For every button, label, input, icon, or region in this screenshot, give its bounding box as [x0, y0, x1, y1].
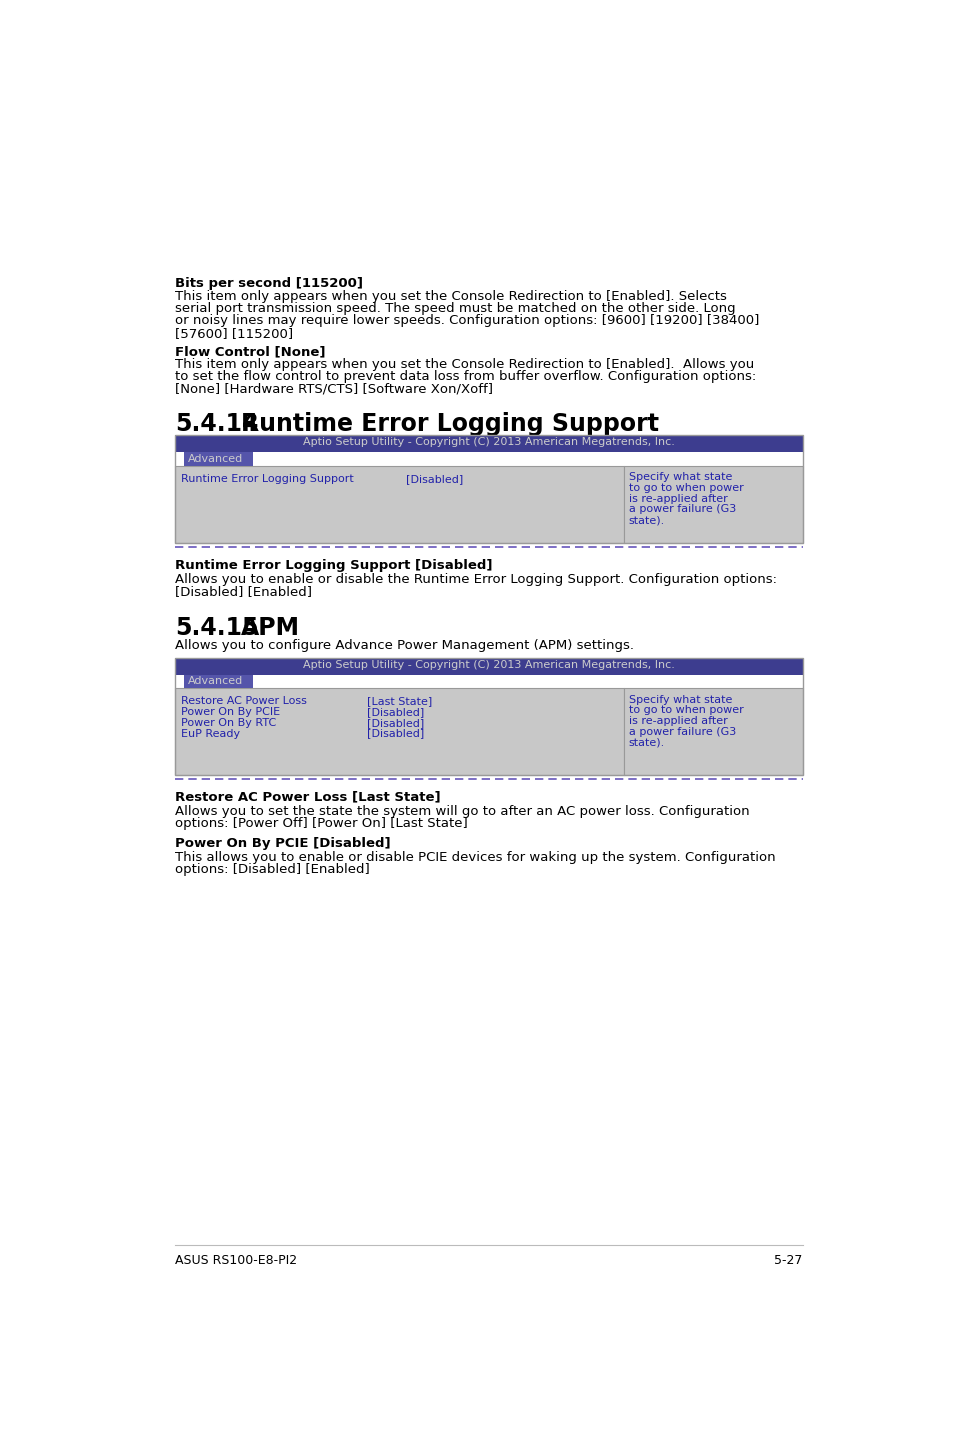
Text: Runtime Error Logging Support: Runtime Error Logging Support [241, 413, 659, 436]
Text: to go to when power: to go to when power [628, 706, 742, 715]
Text: to go to when power: to go to when power [628, 483, 742, 493]
Text: [Disabled]: [Disabled] [367, 707, 424, 718]
Text: [Last State]: [Last State] [367, 696, 432, 706]
Text: or noisy lines may require lower speeds. Configuration options: [9600] [19200] [: or noisy lines may require lower speeds.… [174, 315, 759, 328]
Text: [None] [Hardware RTS/CTS] [Software Xon/Xoff]: [None] [Hardware RTS/CTS] [Software Xon/… [174, 383, 493, 395]
Text: Allows you to set the state the system will go to after an AC power loss. Config: Allows you to set the state the system w… [174, 805, 749, 818]
Text: Restore AC Power Loss: Restore AC Power Loss [181, 696, 307, 706]
Text: EuP Ready: EuP Ready [181, 729, 240, 739]
Bar [174, 657, 802, 674]
Bar [623, 689, 802, 775]
Text: serial port transmission speed. The speed must be matched on the other side. Lon: serial port transmission speed. The spee… [174, 302, 735, 315]
Text: APM: APM [241, 615, 299, 640]
Bar [184, 674, 253, 689]
Text: Runtime Error Logging Support [Disabled]: Runtime Error Logging Support [Disabled] [174, 559, 492, 572]
Text: [Disabled] [Enabled]: [Disabled] [Enabled] [174, 585, 312, 598]
Text: Specify what state: Specify what state [628, 472, 731, 482]
Text: is re-applied after: is re-applied after [628, 493, 726, 503]
Text: Aptio Setup Utility - Copyright (C) 2013 American Megatrends, Inc.: Aptio Setup Utility - Copyright (C) 2013… [303, 660, 674, 670]
Text: 5.4.15: 5.4.15 [174, 615, 258, 640]
Text: Restore AC Power Loss [Last State]: Restore AC Power Loss [Last State] [174, 791, 440, 804]
Bar [184, 452, 253, 466]
Text: state).: state). [628, 515, 664, 525]
Text: Specify what state: Specify what state [628, 695, 731, 705]
Text: Allows you to enable or disable the Runtime Error Logging Support. Configuration: Allows you to enable or disable the Runt… [174, 572, 777, 585]
Text: Bits per second [115200]: Bits per second [115200] [174, 276, 363, 289]
Text: Advanced: Advanced [187, 676, 242, 686]
Text: to set the flow control to prevent data loss from buffer overflow. Configuration: to set the flow control to prevent data … [174, 371, 756, 384]
Text: Power On By PCIE: Power On By PCIE [181, 707, 280, 718]
Text: [Disabled]: [Disabled] [367, 718, 424, 728]
Text: Advanced: Advanced [187, 453, 242, 463]
Text: [57600] [115200]: [57600] [115200] [174, 326, 293, 339]
Text: Power On By RTC: Power On By RTC [181, 718, 276, 728]
Text: This item only appears when you set the Console Redirection to [Enabled]. Select: This item only appears when you set the … [174, 289, 726, 302]
Text: Aptio Setup Utility - Copyright (C) 2013 American Megatrends, Inc.: Aptio Setup Utility - Copyright (C) 2013… [303, 437, 674, 447]
Text: a power failure (G3: a power failure (G3 [628, 728, 735, 736]
Text: This allows you to enable or disable PCIE devices for waking up the system. Conf: This allows you to enable or disable PCI… [174, 851, 775, 864]
Bar [174, 436, 802, 452]
Bar [174, 436, 802, 544]
Text: options: [Disabled] [Enabled]: options: [Disabled] [Enabled] [174, 863, 370, 876]
Bar [174, 466, 623, 544]
Text: 5.4.14: 5.4.14 [174, 413, 258, 436]
Text: 5-27: 5-27 [774, 1254, 802, 1267]
Text: Flow Control [None]: Flow Control [None] [174, 345, 325, 358]
Text: is re-applied after: is re-applied after [628, 716, 726, 726]
Text: Power On By PCIE [Disabled]: Power On By PCIE [Disabled] [174, 837, 391, 850]
Bar [174, 657, 802, 775]
Text: Allows you to configure Advance Power Management (APM) settings.: Allows you to configure Advance Power Ma… [174, 638, 634, 653]
Text: Runtime Error Logging Support: Runtime Error Logging Support [181, 473, 354, 483]
Text: This item only appears when you set the Console Redirection to [Enabled].  Allow: This item only appears when you set the … [174, 358, 754, 371]
Text: ASUS RS100-E8-PI2: ASUS RS100-E8-PI2 [174, 1254, 297, 1267]
Text: [Disabled]: [Disabled] [406, 473, 463, 483]
Text: state).: state). [628, 738, 664, 748]
Text: options: [Power Off] [Power On] [Last State]: options: [Power Off] [Power On] [Last St… [174, 817, 467, 830]
Text: a power failure (G3: a power failure (G3 [628, 505, 735, 515]
Bar [174, 689, 623, 775]
Text: [Disabled]: [Disabled] [367, 729, 424, 739]
Bar [623, 466, 802, 544]
